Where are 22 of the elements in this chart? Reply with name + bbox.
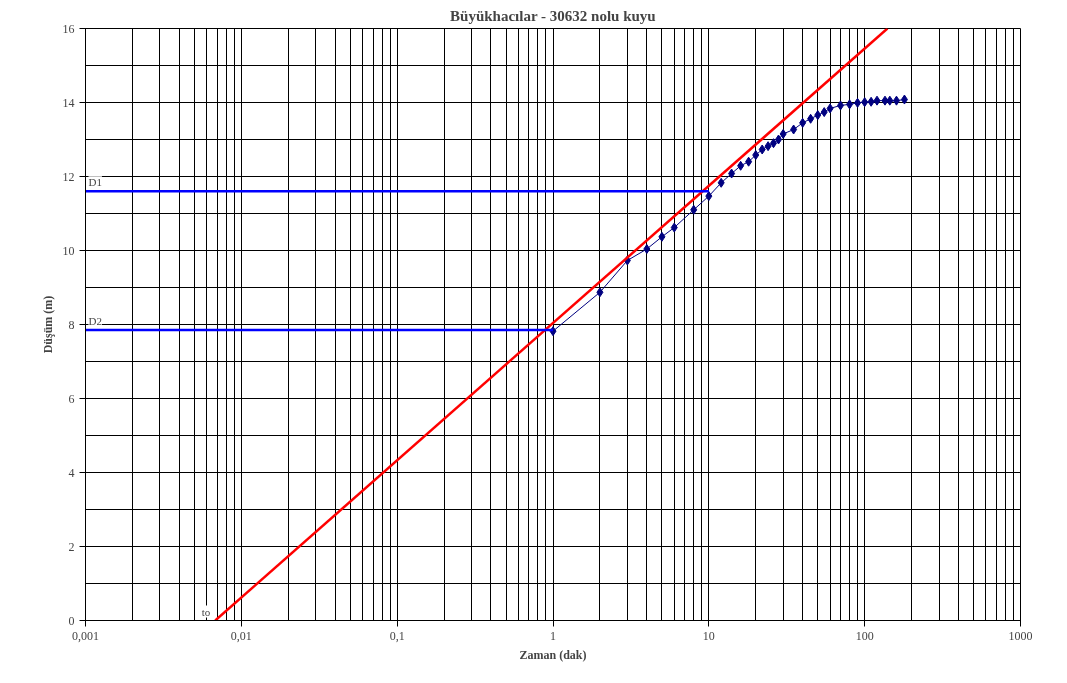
y-tick-label: 2 xyxy=(68,539,75,554)
series-label: D1 xyxy=(88,176,102,189)
x-tick-label: 0,1 xyxy=(389,628,405,643)
x-tick-label: 10 xyxy=(702,628,715,643)
x-tick-label: 0,001 xyxy=(72,628,99,643)
y-tick-label: 10 xyxy=(62,243,75,258)
y-tick-label: 0 xyxy=(68,613,75,628)
y-tick-label: 8 xyxy=(68,317,75,332)
y-tick-label: 16 xyxy=(62,21,75,36)
x-tick-label: 0,01 xyxy=(230,628,252,643)
y-tick-label: 4 xyxy=(68,465,75,480)
x-tick-label: 1 xyxy=(550,628,556,643)
series-label: D2 xyxy=(88,315,102,328)
x-axis-title: Zaman (dak) xyxy=(519,647,587,662)
y-tick-label: 12 xyxy=(62,169,75,184)
annotation: to xyxy=(201,605,211,618)
x-tick-label: 100 xyxy=(855,628,874,643)
y-tick-label: 6 xyxy=(68,391,75,406)
chart-title: Büyükhacılar - 30632 nolu kuyu xyxy=(450,7,656,24)
y-axis-title: Düşüm (m) xyxy=(40,295,55,354)
x-tick-label: 1000 xyxy=(1008,628,1033,643)
y-tick-label: 14 xyxy=(62,95,75,110)
